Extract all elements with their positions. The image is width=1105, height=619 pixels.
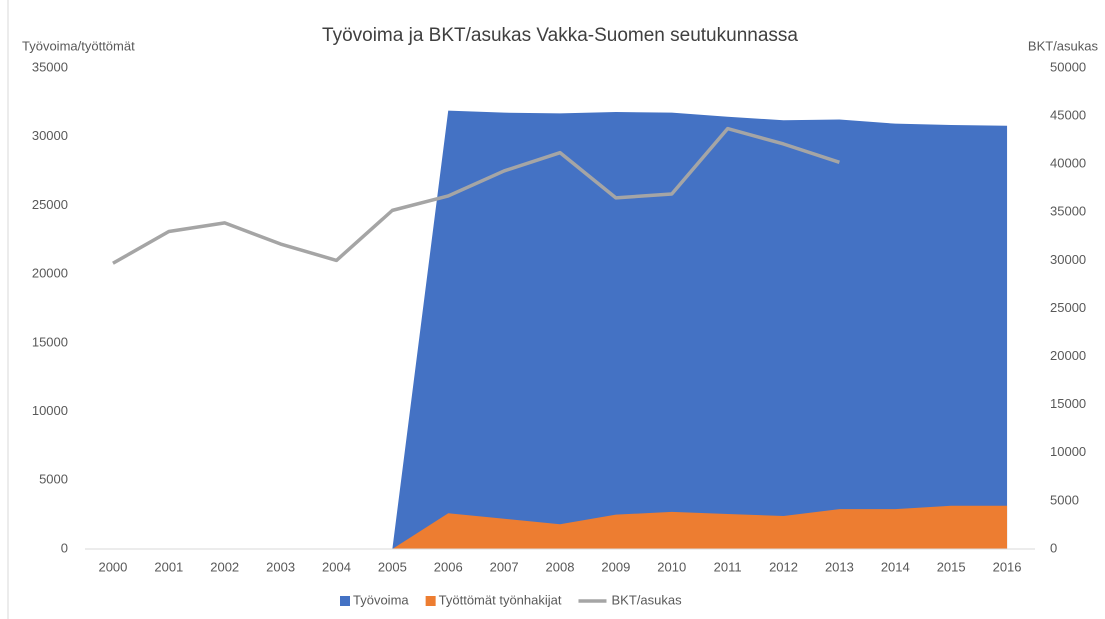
legend-label: BKT/asukas — [611, 592, 682, 607]
y2-tick-label: 5000 — [1050, 492, 1079, 507]
x-tick-label: 2000 — [98, 559, 127, 574]
line — [112, 126, 840, 265]
x-tick-label: 2014 — [881, 559, 910, 574]
area — [112, 505, 1008, 549]
x-tick-label: 2010 — [657, 559, 686, 574]
y-tick-label: 15000 — [32, 334, 68, 349]
x-tick-label: 2008 — [546, 559, 575, 574]
x-tick-label: 2004 — [322, 559, 351, 574]
legend-marker — [340, 596, 350, 606]
y2-tick-label: 15000 — [1050, 396, 1086, 411]
legend-marker — [425, 596, 436, 606]
y2-tick-label: 0 — [1050, 540, 1057, 555]
x-tick-label: 2005 — [378, 559, 407, 574]
y2-tick-label: 20000 — [1050, 348, 1086, 363]
area — [112, 110, 1008, 550]
x-tick-label: 2001 — [154, 559, 183, 574]
x-tick-label: 2015 — [937, 559, 966, 574]
y-axis-title: Työvoima/työttömät — [22, 38, 135, 53]
y2-tick-label: 10000 — [1050, 444, 1086, 459]
x-tick-label: 2016 — [993, 559, 1022, 574]
x-tick-label: 2006 — [434, 559, 463, 574]
x-tick-label: 2002 — [210, 559, 239, 574]
y2-tick-label: 25000 — [1050, 300, 1086, 315]
y-tick-label: 30000 — [32, 128, 68, 143]
x-tick-label: 2013 — [825, 559, 854, 574]
legend-label: Työvoima — [353, 592, 409, 607]
x-tick-label: 2003 — [266, 559, 295, 574]
y2-tick-label: 30000 — [1050, 252, 1086, 267]
y-tick-label: 25000 — [32, 197, 68, 212]
y2-tick-label: 45000 — [1050, 108, 1086, 123]
y2-tick-label: 50000 — [1050, 59, 1086, 74]
x-tick-label: 2009 — [601, 559, 630, 574]
x-tick-label: 2012 — [769, 559, 798, 574]
y2-tick-label: 35000 — [1050, 204, 1086, 219]
y-tick-label: 20000 — [32, 266, 68, 281]
y-tick-label: 35000 — [32, 59, 68, 74]
x-tick-label: 2011 — [714, 559, 742, 574]
y-tick-label: 5000 — [39, 472, 68, 487]
y2-tick-label: 40000 — [1050, 156, 1086, 171]
x-tick-label: 2007 — [490, 559, 519, 574]
chart-title: Työvoima ja BKT/asukas Vakka-Suomen seut… — [322, 25, 798, 46]
legend-label: Työttömät työnhakijat — [439, 592, 562, 607]
y2-axis-title: BKT/asukas — [1028, 38, 1099, 53]
y-tick-label: 10000 — [32, 403, 68, 418]
y-tick-label: 0 — [61, 540, 68, 555]
